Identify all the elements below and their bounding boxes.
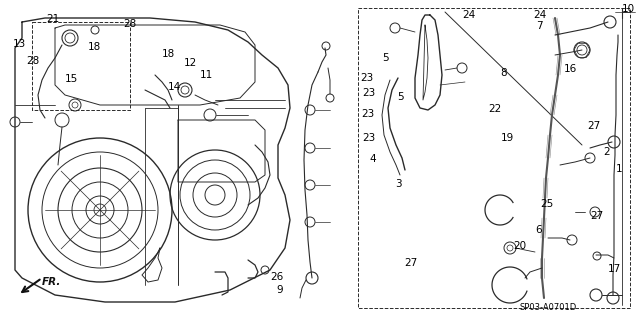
Bar (32, 22, 130, 110)
Text: 27: 27 (588, 121, 600, 131)
Text: 25: 25 (541, 199, 554, 209)
Text: 1: 1 (616, 164, 623, 174)
Text: 17: 17 (608, 264, 621, 274)
Text: 12: 12 (184, 58, 197, 68)
Text: 16: 16 (564, 63, 577, 74)
Text: 15: 15 (65, 74, 78, 84)
Text: 5: 5 (382, 53, 388, 63)
Text: 11: 11 (200, 70, 212, 80)
Text: 5: 5 (397, 92, 404, 102)
Text: 24: 24 (462, 10, 475, 20)
Text: FR.: FR. (42, 277, 61, 287)
Text: 19: 19 (501, 133, 514, 143)
Text: 22: 22 (488, 104, 501, 114)
Text: 13: 13 (13, 39, 26, 49)
Text: 2: 2 (604, 146, 610, 157)
Text: 7: 7 (536, 21, 543, 31)
Text: 23: 23 (363, 133, 376, 143)
Text: 21: 21 (47, 13, 60, 24)
Text: 18: 18 (88, 42, 101, 52)
Text: 6: 6 (536, 225, 542, 235)
Text: 10: 10 (622, 4, 635, 14)
Text: 8: 8 (500, 68, 507, 78)
Text: 23: 23 (363, 88, 376, 99)
Text: 24: 24 (533, 10, 546, 20)
Text: 27: 27 (404, 258, 417, 268)
Text: 26: 26 (271, 272, 284, 282)
Text: 14: 14 (168, 82, 181, 92)
Text: 28: 28 (27, 56, 40, 66)
Text: 18: 18 (162, 48, 175, 59)
Text: 23: 23 (362, 109, 374, 119)
Text: SP03-A0701D: SP03-A0701D (520, 303, 577, 313)
Text: 23: 23 (360, 73, 373, 83)
Text: 3: 3 (396, 179, 402, 189)
Text: 20: 20 (513, 241, 526, 251)
Text: 28: 28 (124, 19, 136, 29)
Text: 9: 9 (276, 285, 283, 295)
Text: 4: 4 (369, 153, 376, 164)
Bar (358, 8, 630, 308)
Text: 27: 27 (590, 211, 603, 221)
